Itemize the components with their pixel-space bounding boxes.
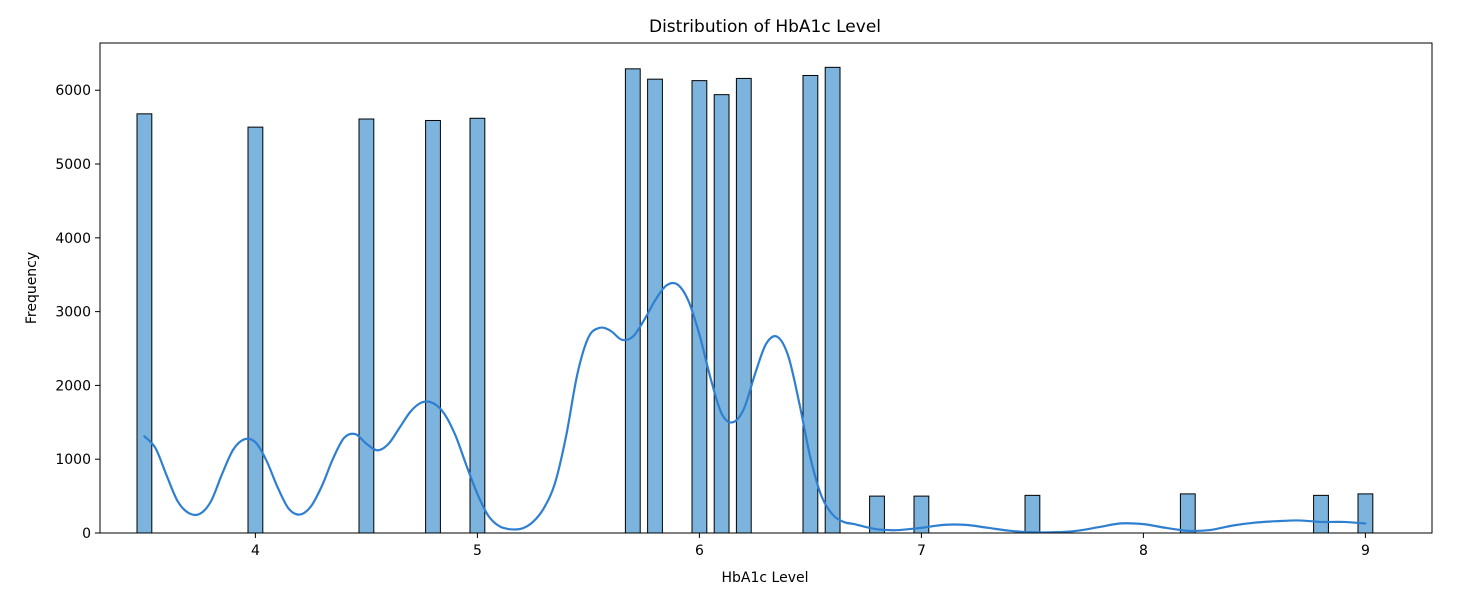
x-axis-ticks: 4 5 6 7 8 9	[251, 533, 1370, 559]
histogram-bar	[1024, 494, 1041, 534]
histogram-bar	[802, 74, 819, 534]
y-tick-label: 5000	[55, 157, 91, 173]
x-tick-label: 5	[473, 543, 482, 559]
histogram-bar	[358, 118, 375, 534]
chart-title: Distribution of HbA1c Level	[649, 17, 881, 37]
histogram-bar	[425, 119, 441, 534]
y-axis-ticks: 0 1000 2000 3000 4000 5000 6000	[55, 83, 100, 542]
histogram-bar	[247, 126, 264, 534]
y-tick-label: 0	[82, 526, 91, 542]
histogram-bar	[824, 66, 841, 534]
x-axis-label: HbA1c Level	[721, 570, 808, 586]
kde-curve	[143, 281, 1367, 534]
y-axis-label: Frequency	[24, 252, 40, 324]
y-tick-label: 2000	[55, 378, 91, 394]
histogram-bar	[1179, 493, 1196, 534]
x-tick-label: 7	[917, 543, 926, 559]
x-tick-label: 6	[695, 543, 704, 559]
y-tick-label: 1000	[55, 452, 91, 468]
y-tick-label: 6000	[55, 83, 91, 99]
histogram-bar	[713, 94, 730, 534]
plot-frame	[99, 42, 1433, 534]
histogram-bar	[735, 77, 752, 534]
histogram-bar	[1357, 493, 1374, 534]
y-tick-label: 4000	[55, 231, 91, 247]
histogram-bar	[624, 68, 641, 534]
histogram-bar	[691, 80, 708, 534]
bars-layer	[136, 66, 1374, 534]
x-tick-label: 8	[1139, 543, 1148, 559]
histogram-bar	[469, 117, 486, 534]
x-tick-label: 9	[1361, 543, 1370, 559]
x-tick-label: 4	[251, 543, 260, 559]
kde-layer	[143, 281, 1367, 534]
histogram-bar	[136, 113, 153, 534]
histogram-bar	[647, 78, 663, 534]
y-tick-label: 3000	[55, 305, 91, 321]
histogram-bar	[1313, 494, 1329, 534]
